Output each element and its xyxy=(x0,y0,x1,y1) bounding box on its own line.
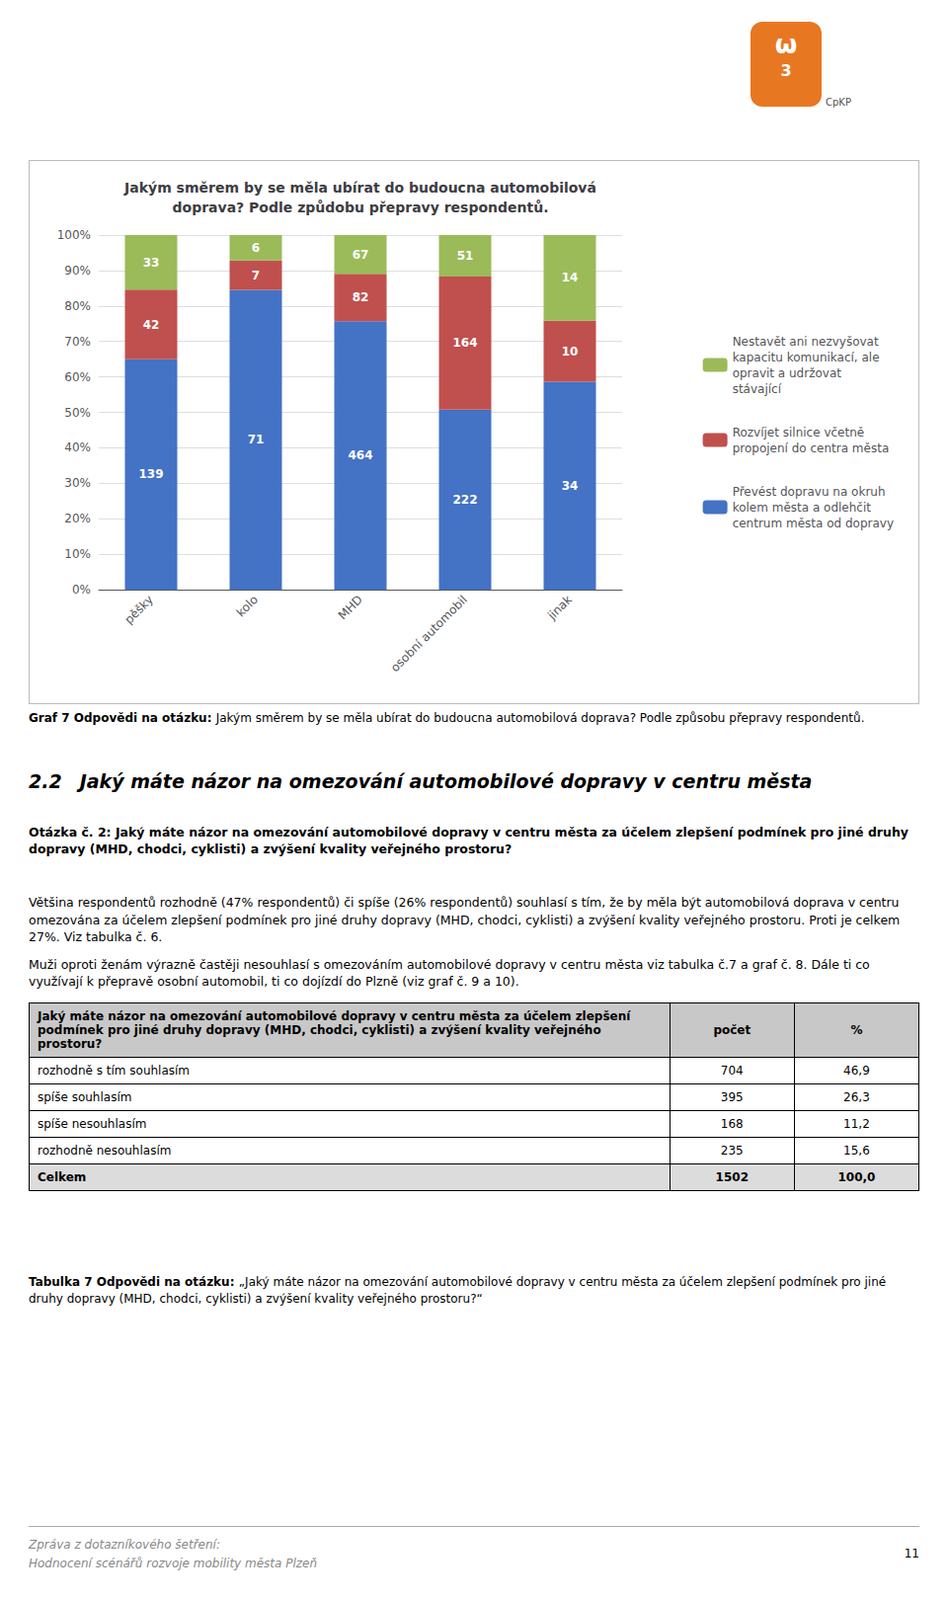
svg-text:pěšky: pěšky xyxy=(121,592,157,628)
html-text:Graf 7 Odpovědi na otázku: Jak: Graf 7 Odpovědi na otázku: Jakým směrem … xyxy=(28,711,865,725)
html-text:168: 168 xyxy=(720,1116,744,1131)
html-text:Hodnocení scénářů rozvoje mobi: Hodnocení scénářů rozvoje mobility města… xyxy=(28,1556,318,1571)
html-text:Jaký máte názor na omezování a: Jaký máte názor na omezování automobilov… xyxy=(37,1009,631,1051)
svg-text:propojení do centra města: propojení do centra města xyxy=(732,441,890,456)
svg-text:kolo: kolo xyxy=(234,592,261,620)
svg-text:71: 71 xyxy=(247,432,265,447)
html-text:Celkem: Celkem xyxy=(37,1170,87,1185)
svg-text:30%: 30% xyxy=(64,475,91,490)
svg-text:82: 82 xyxy=(352,290,370,305)
svg-text:Jakým směrem by se měla ubírat: Jakým směrem by se měla ubírat do budouc… xyxy=(123,179,597,196)
svg-text:14: 14 xyxy=(561,270,579,285)
html-text:rozhodně s tím souhlasím: rozhodně s tím souhlasím xyxy=(37,1063,190,1078)
svg-text:kapacitu komunikací, ale: kapacitu komunikací, ale xyxy=(732,350,880,365)
svg-text:40%: 40% xyxy=(64,440,91,455)
html-text:CpKP: CpKP xyxy=(825,96,852,108)
svg-text:164: 164 xyxy=(452,335,477,350)
html-text:Otázka č. 2: Jaký máte názor n: Otázka č. 2: Jaký máte názor na omezován… xyxy=(28,824,909,857)
html-text:rozhodně nesouhlasím: rozhodně nesouhlasím xyxy=(37,1143,172,1158)
svg-text:Nestavět ani nezvyšovat: Nestavět ani nezvyšovat xyxy=(732,334,879,349)
svg-text:stávající: stávající xyxy=(732,382,783,396)
svg-text:0%: 0% xyxy=(72,582,91,597)
svg-text:70%: 70% xyxy=(64,334,91,349)
svg-text:Převést dopravu na okruh: Převést dopravu na okruh xyxy=(732,484,886,499)
svg-text:60%: 60% xyxy=(64,370,91,385)
svg-text:50%: 50% xyxy=(64,405,91,420)
svg-text:opravit a udržovat: opravit a udržovat xyxy=(732,366,843,381)
svg-text:jinak: jinak xyxy=(544,592,575,624)
svg-text:10%: 10% xyxy=(64,547,91,561)
svg-text:222: 222 xyxy=(452,492,477,507)
svg-text:7: 7 xyxy=(251,268,260,283)
html-text:100,0: 100,0 xyxy=(837,1170,876,1185)
html-text:704: 704 xyxy=(720,1063,744,1078)
html-text:Zpráva z dotazníkového šetření: Zpráva z dotazníkového šetření: xyxy=(28,1537,221,1552)
html-text:Tabulka 7 Odpovědi na otázku:: Tabulka 7 Odpovědi na otázku: „Jaký máte… xyxy=(28,1274,886,1306)
svg-text:6: 6 xyxy=(251,240,260,255)
html-text:spíše nesouhlasím: spíše nesouhlasím xyxy=(37,1116,147,1131)
html-text:2.2: 2.2 xyxy=(28,770,62,792)
html-text:Muži oproti ženám výrazně čast: Muži oproti ženám výrazně častěji nesouh… xyxy=(28,956,870,989)
svg-text:34: 34 xyxy=(561,478,579,493)
svg-text:kolem města a odlehčit: kolem města a odlehčit xyxy=(732,500,872,515)
html-text:11,2: 11,2 xyxy=(843,1116,870,1131)
svg-text:464: 464 xyxy=(347,448,373,463)
html-text:spíše souhlasím: spíše souhlasím xyxy=(37,1090,132,1105)
svg-text:doprava? Podle způdobu přeprav: doprava? Podle způdobu přepravy responde… xyxy=(171,199,549,216)
svg-text:67: 67 xyxy=(352,247,370,262)
svg-text:139: 139 xyxy=(138,467,163,481)
html-text:11: 11 xyxy=(904,1546,920,1561)
svg-text:42: 42 xyxy=(143,317,160,332)
html-text:3: 3 xyxy=(780,61,792,80)
svg-text:80%: 80% xyxy=(64,299,91,314)
html-text:26,3: 26,3 xyxy=(843,1090,870,1105)
svg-text:Rozvíjet silnice včetně: Rozvíjet silnice včetně xyxy=(732,425,866,440)
svg-text:centrum města od dopravy: centrum města od dopravy xyxy=(732,516,894,531)
html-text:235: 235 xyxy=(720,1143,744,1158)
html-text:Většina respondentů rozhodně (: Většina respondentů rozhodně (47% respon… xyxy=(28,894,900,945)
svg-text:33: 33 xyxy=(143,255,160,270)
html-text:395: 395 xyxy=(720,1090,744,1105)
svg-text:20%: 20% xyxy=(64,511,91,526)
svg-text:MHD: MHD xyxy=(335,592,366,623)
html-text:počet: počet xyxy=(713,1023,751,1037)
svg-text:51: 51 xyxy=(457,248,474,263)
svg-text:90%: 90% xyxy=(64,263,91,278)
html-text:46,9: 46,9 xyxy=(843,1063,870,1078)
svg-text:osobní automobil: osobní automobil xyxy=(388,592,471,675)
svg-text:100%: 100% xyxy=(57,228,91,242)
html-text:1502: 1502 xyxy=(715,1170,749,1185)
html-text:Jaký máte názor na omezování a: Jaký máte názor na omezování automobilov… xyxy=(79,770,813,792)
svg-text:10: 10 xyxy=(561,344,579,359)
html-text:15,6: 15,6 xyxy=(843,1143,870,1158)
html-text:ω: ω xyxy=(774,29,798,60)
